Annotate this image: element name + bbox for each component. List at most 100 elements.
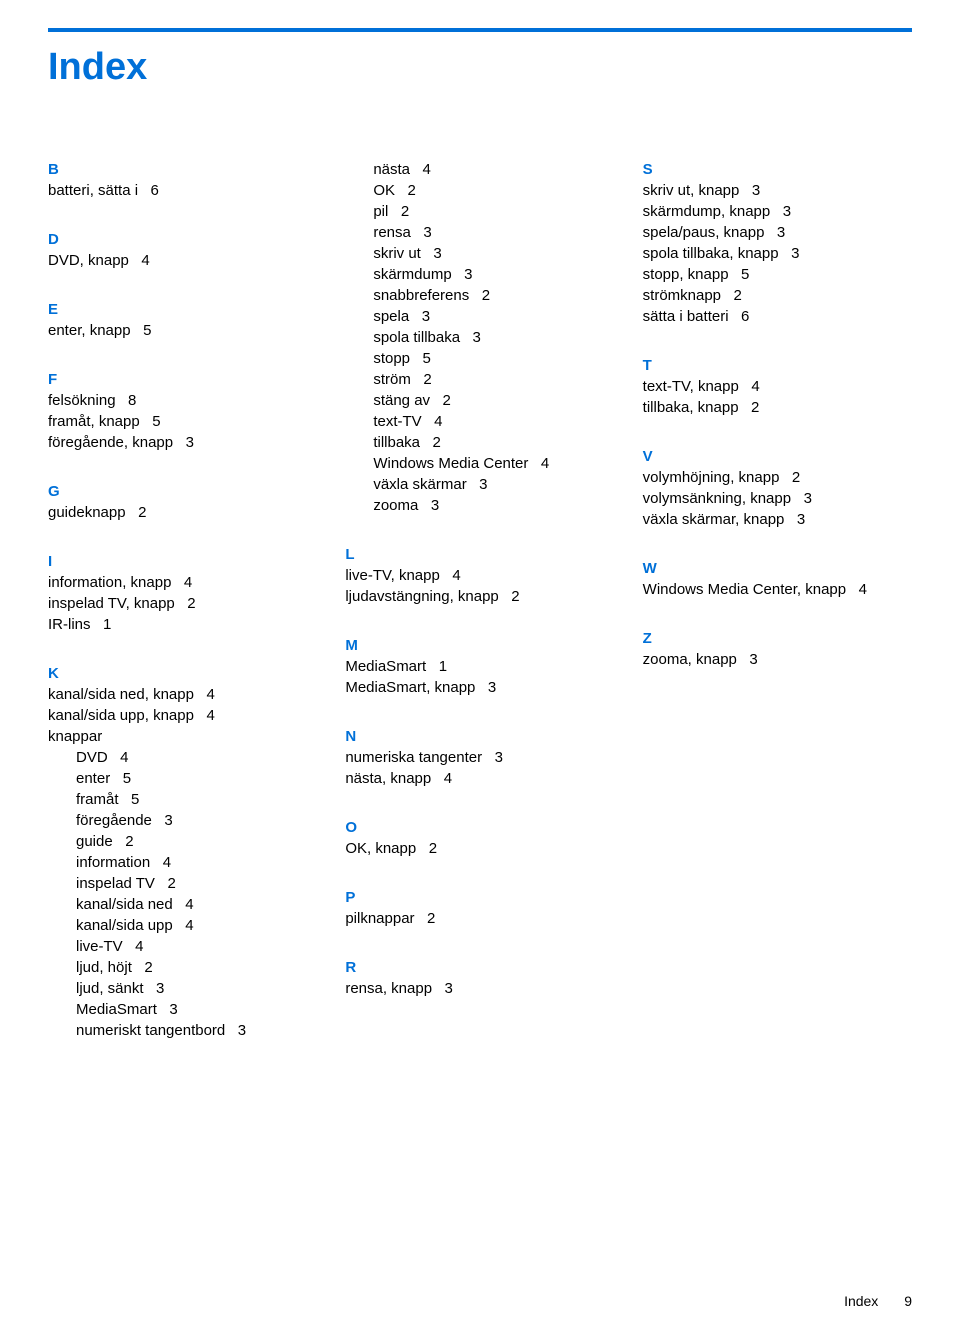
section-head: M [345,635,614,656]
gap [345,929,614,943]
index-subentry: stopp 5 [345,348,614,369]
index-subentry: kanal/sida ned 4 [48,894,317,915]
index-entry: växla skärmar, knapp 3 [643,509,912,530]
index-entry: knappar [48,726,317,747]
gap [345,516,614,530]
section-head: B [48,159,317,180]
index-entry: tillbaka, knapp 2 [643,397,912,418]
index-entry: rensa, knapp 3 [345,978,614,999]
index-entry: information, knapp 4 [48,572,317,593]
index-entry: skärmdump, knapp 3 [643,201,912,222]
index-entry: MediaSmart 1 [345,656,614,677]
gap [345,789,614,803]
gap [643,327,912,341]
index-subentry: ljud, höjt 2 [48,957,317,978]
section-head: K [48,663,317,684]
section-head: G [48,481,317,502]
index-subentry: inspelad TV 2 [48,873,317,894]
section-head: D [48,229,317,250]
index-entry: sätta i batteri 6 [643,306,912,327]
index-subentry: rensa 3 [345,222,614,243]
section-head: S [643,159,912,180]
gap [48,635,317,649]
gap [48,453,317,467]
section-head: T [643,355,912,376]
index-entry: pilknappar 2 [345,908,614,929]
section-head: W [643,558,912,579]
section-head: F [48,369,317,390]
section-head: Z [643,628,912,649]
index-subentry: pil 2 [345,201,614,222]
index-entry: live-TV, knapp 4 [345,565,614,586]
index-subentry: skriv ut 3 [345,243,614,264]
index-subentry: MediaSmart 3 [48,999,317,1020]
column-1: Bbatteri, sätta i 6DDVD, knapp 4Eenter, … [48,159,317,1041]
index-subentry: guide 2 [48,831,317,852]
footer-page-number: 9 [904,1293,912,1309]
section-head: N [345,726,614,747]
index-entry: inspelad TV, knapp 2 [48,593,317,614]
index-entry: numeriska tangenter 3 [345,747,614,768]
gap [48,271,317,285]
index-entry: volymhöjning, knapp 2 [643,467,912,488]
top-rule [48,28,912,32]
section-head: P [345,887,614,908]
index-subentry: text-TV 4 [345,411,614,432]
gap [643,600,912,614]
index-entry: framåt, knapp 5 [48,411,317,432]
page-title: Index [48,46,912,89]
footer-label: Index [844,1293,878,1309]
footer: Index 9 [844,1293,912,1309]
index-entry: ljudavstängning, knapp 2 [345,586,614,607]
index-subentry: OK 2 [345,180,614,201]
index-subentry: live-TV 4 [48,936,317,957]
section-head: V [643,446,912,467]
gap [48,201,317,215]
gap [48,523,317,537]
section-head: L [345,544,614,565]
index-subentry: enter 5 [48,768,317,789]
index-entry: nästa, knapp 4 [345,768,614,789]
section-head: O [345,817,614,838]
index-subentry: information 4 [48,852,317,873]
index-subentry: stäng av 2 [345,390,614,411]
index-entry: föregående, knapp 3 [48,432,317,453]
page: Index Bbatteri, sätta i 6 DDVD, knapp 4 Ee… [0,0,960,1339]
index-subentry: föregående 3 [48,810,317,831]
index-columns: Bbatteri, sätta i 6DDVD, knapp 4Eenter, … [48,159,912,1041]
gap [345,698,614,712]
gap [345,859,614,873]
index-entry: DVD, knapp 4 [48,250,317,271]
index-subentry: zooma 3 [345,495,614,516]
index-subentry: växla skärmar 3 [345,474,614,495]
section-head: E [48,299,317,320]
index-subentry: tillbaka 2 [345,432,614,453]
index-entry: volymsänkning, knapp 3 [643,488,912,509]
column-3: Sskriv ut, knapp 3skärmdump, knapp 3spel… [643,159,912,1041]
index-subentry: ljud, sänkt 3 [48,978,317,999]
gap [643,418,912,432]
index-entry: felsökning 8 [48,390,317,411]
index-entry: Windows Media Center, knapp 4 [643,579,912,600]
index-subentry: numeriskt tangentbord 3 [48,1020,317,1041]
index-subentry: ström 2 [345,369,614,390]
index-entry: batteri, sätta i 6 [48,180,317,201]
index-subentry: skärmdump 3 [345,264,614,285]
index-entry: kanal/sida ned, knapp 4 [48,684,317,705]
index-entry: guideknapp 2 [48,502,317,523]
index-entry: MediaSmart, knapp 3 [345,677,614,698]
section-head: R [345,957,614,978]
index-entry: strömknapp 2 [643,285,912,306]
index-subentry: snabbreferens 2 [345,285,614,306]
index-entry: kanal/sida upp, knapp 4 [48,705,317,726]
index-subentry: nästa 4 [345,159,614,180]
index-entry: stopp, knapp 5 [643,264,912,285]
index-entry: OK, knapp 2 [345,838,614,859]
column-2: nästa 4OK 2pil 2rensa 3skriv ut 3skärmdu… [345,159,614,1041]
index-subentry: Windows Media Center 4 [345,453,614,474]
index-subentry: spola tillbaka 3 [345,327,614,348]
gap [643,530,912,544]
gap [345,607,614,621]
index-entry: spola tillbaka, knapp 3 [643,243,912,264]
gap [48,341,317,355]
